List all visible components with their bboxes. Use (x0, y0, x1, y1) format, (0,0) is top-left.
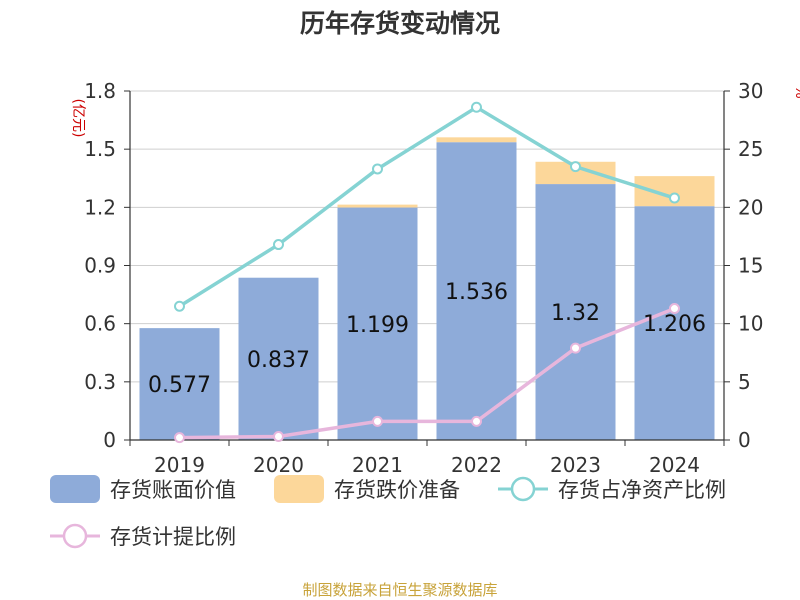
data-labels: 0.577 0.837 1.199 1.536 1.32 1.206 (148, 280, 706, 398)
bar-book-value (139, 328, 220, 440)
provision-ratio-point (273, 431, 284, 443)
left-axis-tick-label: 0.9 (84, 254, 116, 278)
chart-title: 历年存货变动情况 (300, 9, 500, 38)
x-axis-tick-label: 2022 (451, 453, 502, 477)
net-assets-ratio-point (174, 300, 185, 312)
provision-ratio-line (179, 306, 676, 440)
legend-net-assets-ratio-marker (510, 476, 536, 502)
provision-ratio-point (669, 303, 680, 315)
net-assets-ratio-point (570, 161, 581, 173)
axes: 0 0.3 0.6 0.9 1.2 1.5 1.8 0 5 10 15 20 25 30 2019 2020 2… (84, 79, 763, 477)
legend-provision-ratio-marker (62, 523, 88, 549)
right-axis-tick-label: 10 (738, 312, 763, 336)
right-axis-tick-label: 30 (738, 79, 763, 103)
bars (139, 137, 715, 441)
legend-label-net-assets-ratio: 存货占净资产比例 (558, 478, 726, 502)
left-axis-tick-label: 1.8 (84, 79, 116, 103)
right-axis-tick-label: 15 (738, 254, 763, 278)
net-assets-ratio-line (178, 105, 676, 308)
x-axis-tick-label: 2023 (550, 453, 601, 477)
bar-book-value (535, 184, 616, 440)
legend-label-provision-ratio: 存货计提比例 (110, 525, 236, 549)
legend-label-impairment: 存货跌价准备 (334, 478, 460, 502)
left-axis-tick-label: 1.5 (84, 137, 116, 161)
bar-book-value (238, 277, 319, 440)
left-axis-tick-label: 0 (103, 428, 116, 452)
x-axis-tick-label: 2024 (649, 453, 700, 477)
right-axis-tick-label: 0 (738, 428, 751, 452)
bar-data-label: 1.206 (643, 312, 706, 337)
x-axis-tick-label: 2020 (253, 453, 304, 477)
net-assets-ratio-point (372, 163, 383, 175)
left-axis-tick-label: 1.2 (84, 195, 116, 219)
right-axis-unit: % (792, 85, 800, 98)
bar-book-value (337, 207, 418, 440)
bar-book-value (634, 206, 715, 440)
net-assets-ratio-point (471, 101, 482, 113)
provision-ratio-point (372, 415, 383, 427)
x-axis-tick-label: 2021 (352, 453, 403, 477)
bar-data-label: 0.837 (247, 348, 310, 373)
bar-data-label: 1.32 (551, 301, 600, 326)
right-axis-tick-label: 20 (738, 195, 763, 219)
bar-data-label: 1.536 (445, 280, 508, 305)
bar-impairment (436, 137, 517, 143)
net-assets-ratio-point (669, 192, 680, 204)
bar-data-label: 1.199 (346, 313, 409, 338)
net-assets-ratio-point (273, 239, 284, 251)
right-axis-tick-label: 25 (738, 137, 763, 161)
legend-label-book-value: 存货账面价值 (110, 478, 236, 502)
bar-book-value (436, 142, 517, 441)
bar-impairment (535, 161, 616, 185)
legend-swatch-book-value (50, 475, 100, 503)
left-axis-tick-label: 0.6 (84, 312, 116, 336)
source-note: 制图数据来自恒生聚源数据库 (302, 581, 497, 599)
bar-impairment (337, 204, 418, 208)
provision-ratio-point (471, 415, 482, 427)
grid-lines (130, 90, 724, 383)
right-axis-tick-label: 5 (738, 370, 751, 394)
legend-swatch-impairment (274, 475, 324, 503)
left-axis-tick-label: 0.3 (84, 370, 116, 394)
bar-data-label: 0.577 (148, 373, 211, 398)
x-axis-tick-label: 2019 (154, 453, 205, 477)
left-axis-unit: (亿元) (70, 99, 86, 138)
provision-ratio-point (174, 432, 185, 444)
lines (174, 101, 680, 444)
provision-ratio-point (570, 342, 581, 354)
